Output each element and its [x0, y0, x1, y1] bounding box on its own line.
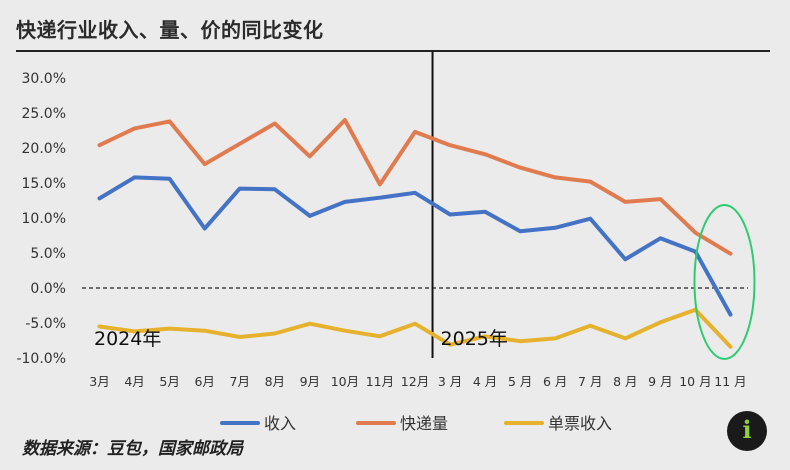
y-tick-label: 20.0% — [22, 141, 66, 157]
logo-letter: i — [742, 415, 752, 444]
x-tick-label: 3 月 — [438, 374, 462, 389]
x-tick-label: 9 月 — [648, 374, 672, 389]
series-line — [97, 307, 733, 349]
x-tick-label: 9月 — [300, 374, 320, 389]
title-rule — [16, 50, 770, 52]
x-tick-label: 5月 — [159, 374, 179, 389]
y-tick-label: 0.0% — [30, 281, 66, 297]
x-tick-label: 8月 — [265, 374, 285, 389]
series-line — [97, 118, 733, 256]
series-line — [97, 175, 733, 317]
x-tick-label: 7月 — [230, 374, 250, 389]
chart-title: 快递行业收入、量、价的同比变化 — [16, 18, 324, 42]
period-label-2024: 2024年 — [94, 328, 161, 350]
y-tick-label: 25.0% — [22, 106, 66, 122]
x-tick-label: 4月 — [124, 374, 144, 389]
x-tick-label: 12月 — [401, 374, 429, 389]
x-tick-label: 11月 — [366, 374, 394, 389]
source-note: 数据来源：豆包，国家邮政局 — [22, 439, 243, 459]
legend-label: 单票收入 — [548, 414, 612, 433]
x-tick-label: 7 月 — [578, 374, 602, 389]
y-tick-label: 5.0% — [30, 246, 66, 262]
y-tick-label: 10.0% — [22, 211, 66, 227]
brand-logo-icon: i — [727, 411, 767, 451]
x-tick-label: 5 月 — [508, 374, 532, 389]
x-tick-label: 8 月 — [613, 374, 637, 389]
x-tick-label: 6 月 — [543, 374, 567, 389]
y-tick-label: -5.0% — [25, 316, 66, 332]
x-tick-label: 11 月 — [714, 374, 746, 389]
y-tick-label: 15.0% — [22, 176, 66, 192]
x-tick-label: 10月 — [331, 374, 359, 389]
legend-label: 快递量 — [400, 414, 448, 433]
x-tick-label: 10 月 — [679, 374, 711, 389]
highlight-ellipse — [693, 204, 756, 360]
x-tick-label: 3月 — [89, 374, 109, 389]
y-tick-label: 30.0% — [22, 71, 66, 87]
period-label-2025: 2025年 — [441, 328, 508, 350]
x-tick-label: 6月 — [194, 374, 214, 389]
y-tick-label: -10.0% — [16, 351, 66, 367]
legend-label: 收入 — [264, 414, 296, 433]
x-tick-label: 4 月 — [473, 374, 497, 389]
